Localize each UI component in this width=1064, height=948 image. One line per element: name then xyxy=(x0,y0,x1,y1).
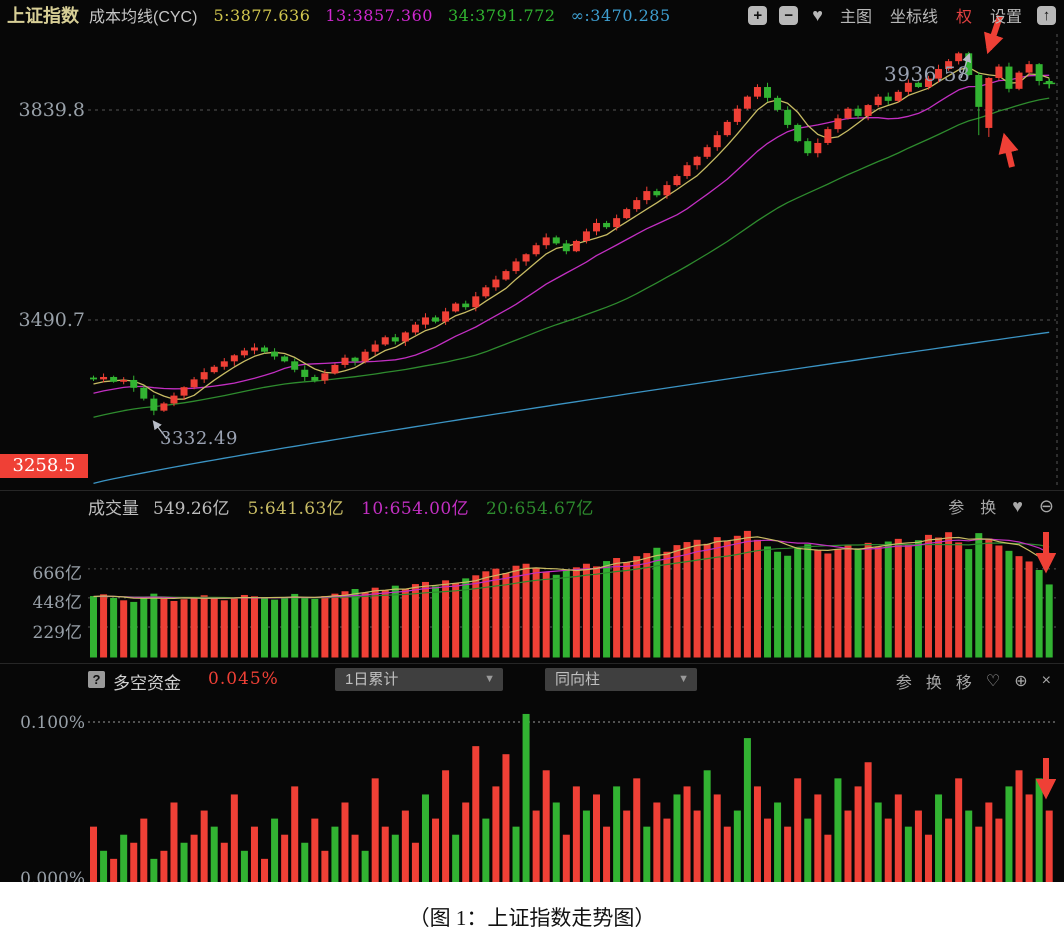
style-dropdown-value: 同向柱 xyxy=(555,671,601,688)
minus-button[interactable]: − xyxy=(779,5,799,25)
cyc13-value: 13:3857.360 xyxy=(325,5,433,25)
main-candlestick-panel[interactable] xyxy=(0,0,1064,491)
favorite-icon[interactable]: ♥ xyxy=(812,4,823,25)
indicator-move-button[interactable]: 移 xyxy=(955,675,972,692)
volume-favorite-icon[interactable]: ♥ xyxy=(1012,495,1023,516)
figure-caption: （图 1：上证指数走势图） xyxy=(0,882,1064,948)
indicator-tick-bottom: 0.000% xyxy=(20,869,85,882)
chevron-down-icon: ▼ xyxy=(484,673,495,685)
volume-ma5: 5:641.63亿 xyxy=(247,498,345,519)
volume-header: 成交量 549.26亿 5:641.63亿 10:654.00亿 20:654.… xyxy=(0,491,1064,521)
axis-lines-button[interactable]: 坐标线 xyxy=(889,9,938,26)
volume-ma10: 10:654.00亿 xyxy=(361,498,469,519)
indicator-header: ? 多空资金 0.045% 1日累计 ▼ 同向柱 ▼ 参 换 移 ♡ ⊕ × xyxy=(0,664,1064,695)
volume-ma20: 20:654.67亿 xyxy=(485,498,594,519)
help-icon[interactable]: ? xyxy=(88,671,105,688)
plus-button[interactable]: + xyxy=(748,5,768,25)
panel-divider-2 xyxy=(0,663,1064,664)
rights-button[interactable]: 权 xyxy=(955,9,972,26)
volume-collapse-icon[interactable]: ⊖ xyxy=(1038,495,1054,516)
indicator-title[interactable]: 多空资金 xyxy=(113,674,181,693)
symbol-name[interactable]: 上证指数 xyxy=(7,6,79,26)
indicator-panel[interactable] xyxy=(0,696,1064,882)
main-chart-button[interactable]: 主图 xyxy=(839,9,872,26)
cyc5-value: 5:3877.636 xyxy=(213,5,311,25)
chevron-down-icon: ▼ xyxy=(678,673,689,685)
cyc-inf-value: ∞:3470.285 xyxy=(570,5,671,25)
last-price-badge: 3258.5 xyxy=(0,454,88,478)
panel-divider-1 xyxy=(0,490,1064,491)
indicator-toolbar: 参 换 移 ♡ ⊕ × xyxy=(889,669,1058,693)
volume-panel[interactable] xyxy=(0,522,1064,662)
volume-param-button[interactable]: 参 xyxy=(948,500,965,517)
indicator-swap-button[interactable]: 换 xyxy=(925,675,942,692)
export-up-button[interactable]: ↑ xyxy=(1037,5,1056,25)
volume-tick-448: 448亿 xyxy=(32,593,82,613)
volume-title: 成交量 xyxy=(88,498,139,518)
indicator-expand-icon[interactable]: ⊕ xyxy=(1014,673,1028,690)
chart-header: 上证指数 成本均线(CYC) 5:3877.636 13:3857.360 34… xyxy=(0,0,1064,30)
volume-current: 549.26亿 xyxy=(153,498,230,519)
period-dropdown-value: 1日累计 xyxy=(345,671,399,688)
indicator-close-icon[interactable]: × xyxy=(1041,672,1051,689)
price-tick-3490: 3490.7 xyxy=(18,309,85,331)
low-annotation: 3332.49 xyxy=(160,428,238,449)
indicator-value: 0.045% xyxy=(208,669,279,689)
indicator-favorite-icon[interactable]: ♡ xyxy=(985,673,1001,690)
indicator-param-button[interactable]: 参 xyxy=(895,675,912,692)
volume-tick-666: 666亿 xyxy=(32,564,82,584)
price-tick-3839: 3839.8 xyxy=(18,99,85,121)
period-dropdown[interactable]: 1日累计 ▼ xyxy=(335,668,503,691)
style-dropdown[interactable]: 同向柱 ▼ xyxy=(545,668,697,691)
volume-tick-229: 229亿 xyxy=(32,623,82,643)
cyc34-value: 34:3791.772 xyxy=(447,5,556,25)
settings-button[interactable]: 设置 xyxy=(989,9,1022,26)
indicator-tick-top: 0.100% xyxy=(20,713,85,733)
volume-swap-button[interactable]: 换 xyxy=(980,500,997,517)
trading-app-window: 上证指数 成本均线(CYC) 5:3877.636 13:3857.360 34… xyxy=(0,0,1064,882)
high-annotation: 3936.58 xyxy=(884,62,971,86)
study-name: 成本均线(CYC) xyxy=(89,9,198,26)
